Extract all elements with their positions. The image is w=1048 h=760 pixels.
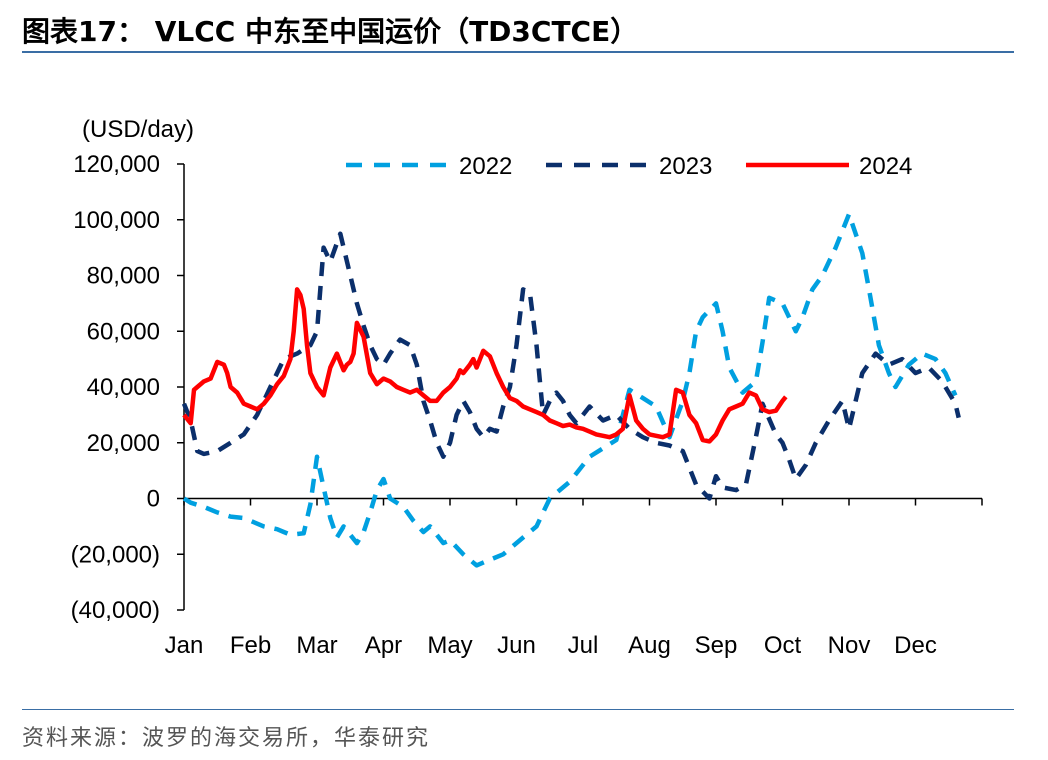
x-tick-label: Dec [894, 632, 937, 659]
x-tick-label: Aug [628, 632, 671, 659]
unit-label: (USD/day) [82, 116, 194, 143]
source-divider [22, 709, 1014, 710]
series-line-2022 [182, 211, 958, 568]
y-tick-label: 80,000 [87, 263, 160, 290]
y-tick-label: 0 [147, 486, 160, 513]
y-tick-label: 120,000 [73, 151, 160, 178]
series-layer [181, 211, 961, 568]
y-tick-label: 40,000 [87, 374, 160, 401]
x-tick-label: Jun [497, 632, 536, 659]
chart: (USD/day) 120,000 100,000 80,000 60,000 40,0… [71, 116, 983, 659]
x-tick-label: Mar [296, 632, 337, 659]
legend-label-2024: 2024 [859, 153, 912, 180]
source-note: 资料来源：波罗的海交易所，华泰研究 [22, 726, 431, 751]
y-tick-label: (40,000) [71, 597, 160, 624]
y-tick-label: (20,000) [71, 541, 160, 568]
title-underline [22, 51, 1014, 53]
chart-axes: 120,000 100,000 80,000 60,000 40,000 20,000 0 (… [71, 151, 983, 659]
x-tick-label: Apr [365, 632, 402, 659]
y-tick-label: 20,000 [87, 430, 160, 457]
series-line-2023 [181, 231, 961, 501]
page-title: 图表17： VLCC 中东至中国运价（TD3CTCE） [22, 15, 639, 48]
x-tick-label: Jan [165, 632, 204, 659]
x-tick-label: Nov [828, 632, 871, 659]
x-tick-label: Feb [230, 632, 271, 659]
x-tick-label: Oct [764, 632, 802, 659]
series-line-2024 [182, 287, 788, 444]
y-tick-label: 100,000 [73, 207, 160, 234]
legend: 2022 2023 2024 [346, 153, 912, 180]
legend-label-2023: 2023 [659, 153, 712, 180]
y-tick-label: 60,000 [87, 318, 160, 345]
legend-label-2022: 2022 [459, 153, 512, 180]
x-tick-label: Jul [568, 632, 599, 659]
x-tick-label: Sep [695, 632, 738, 659]
x-tick-label: May [427, 632, 472, 659]
